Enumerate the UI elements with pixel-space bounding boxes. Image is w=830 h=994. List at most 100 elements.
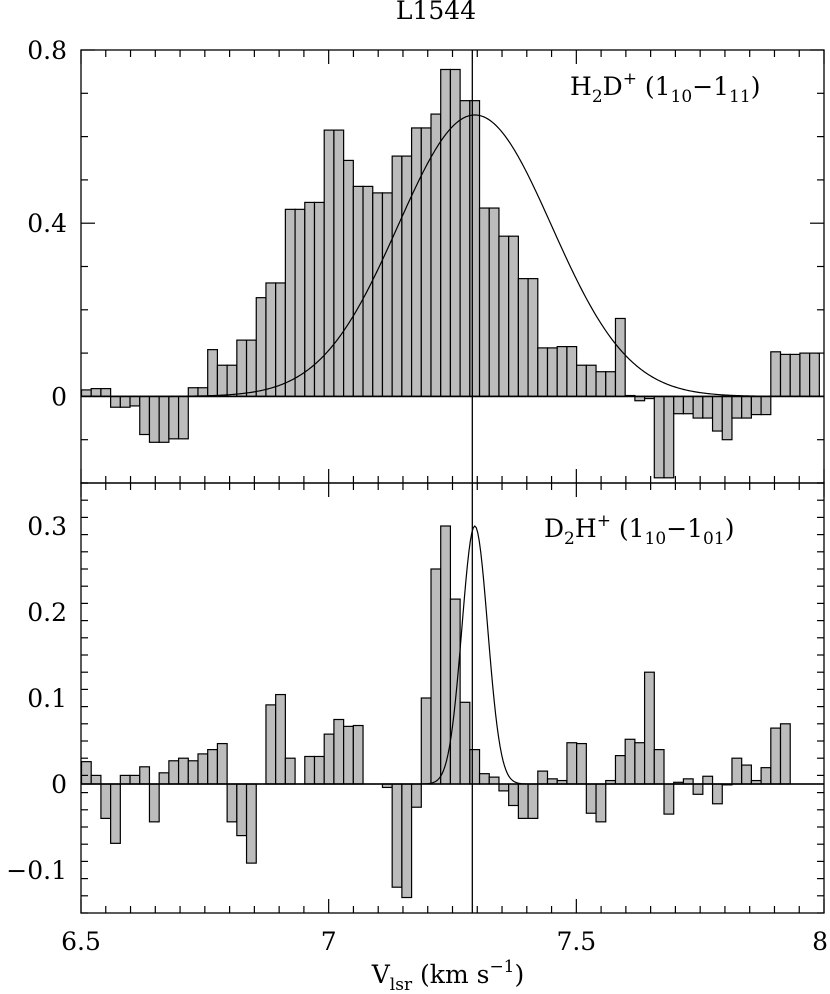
bar-top-27: [343, 159, 354, 397]
bar-top-5: [129, 395, 141, 407]
bar-bottom-40: [469, 748, 481, 785]
ytick-label-bottom-3: 0.2: [27, 598, 67, 627]
bar-top-10: [177, 395, 189, 440]
bar-top-70: [760, 395, 772, 416]
bar-top-42: [488, 207, 500, 397]
bar-top-52: [585, 364, 597, 397]
bar-top-21: [284, 208, 296, 397]
bar-top-61: [673, 395, 685, 415]
bar-top-12: [197, 387, 209, 397]
bar-bottom-25: [323, 733, 335, 785]
bar-top-46: [527, 278, 539, 397]
bar-bottom-20: [275, 693, 286, 785]
bar-bottom-14: [216, 742, 228, 785]
bar-bottom-63: [692, 783, 704, 795]
bar-bottom-21: [284, 757, 296, 785]
bar-top-18: [255, 297, 267, 397]
xtick-label-3: 8: [812, 927, 828, 956]
species-label-bottom: D2H+ (110−101): [544, 511, 734, 549]
bar-top-63: [692, 395, 704, 419]
ytick-label-bottom-1: 0: [51, 770, 67, 799]
bar-top-6: [139, 395, 151, 436]
xtick-label-1: 7: [321, 927, 337, 956]
bar-top-75: [809, 352, 820, 398]
bar-bottom-43: [498, 783, 510, 792]
panel-d2h-plus: −0.1 0 0.1 0.2 0.3 D2H+ (110−101): [6, 482, 825, 914]
xtick-label-2: 7.5: [556, 927, 596, 956]
bar-top-49: [556, 346, 568, 398]
bar-top-74: [799, 352, 811, 398]
bar-bottom-72: [779, 723, 791, 785]
bar-top-35: [420, 127, 432, 397]
bar-top-55: [614, 317, 626, 397]
bar-bottom-13: [207, 748, 219, 785]
bar-top-68: [741, 395, 752, 419]
bar-top-73: [789, 353, 801, 397]
bar-bottom-33: [401, 783, 413, 899]
bar-bottom-23: [304, 755, 316, 785]
bar-top-7: [148, 395, 160, 443]
bar-top-40: [469, 100, 481, 398]
bar-bottom-41: [478, 773, 490, 785]
bar-top-60: [663, 395, 675, 479]
bar-top-32: [391, 155, 403, 398]
bar-bottom-24: [313, 755, 325, 785]
bar-top-43: [498, 235, 510, 398]
bar-bottom-12: [197, 753, 209, 785]
bar-bottom-15: [226, 783, 238, 823]
bar-top-66: [721, 395, 733, 441]
bar-top-59: [653, 395, 665, 479]
bar-bottom-71: [770, 727, 782, 785]
bar-bottom-37: [440, 525, 452, 785]
bar-top-1: [90, 388, 102, 397]
bar-top-33: [401, 155, 413, 398]
chart-title: L1544: [396, 0, 476, 25]
bar-top-9: [168, 395, 180, 440]
bar-bottom-65: [711, 783, 723, 805]
bar-bottom-44: [508, 783, 519, 807]
bar-top-16: [236, 339, 248, 397]
x-tick-labels: 6.5 7 7.5 8: [61, 927, 828, 956]
bar-top-62: [682, 395, 694, 415]
ytick-label-bottom-4: 0.3: [27, 512, 67, 541]
bar-bottom-35: [420, 697, 432, 785]
bar-bottom-47: [537, 770, 549, 785]
bar-bottom-34: [410, 783, 422, 808]
bar-bottom-70: [760, 767, 772, 785]
bar-top-15: [226, 364, 238, 397]
bar-top-51: [576, 364, 587, 397]
bar-bottom-26: [333, 718, 345, 785]
ytick-label-bottom-2: 0.1: [27, 684, 67, 713]
bar-top-8: [158, 395, 170, 443]
bar-top-24: [313, 201, 325, 397]
bar-top-38: [449, 68, 461, 398]
bar-top-47: [537, 347, 549, 397]
histogram-top: [80, 68, 820, 479]
bar-bottom-0: [80, 761, 92, 785]
bar-bottom-57: [634, 742, 646, 785]
bar-bottom-68: [741, 764, 752, 785]
bar-top-65: [711, 395, 723, 432]
bar-top-53: [595, 371, 607, 397]
bar-top-72: [779, 353, 791, 397]
bar-bottom-56: [624, 738, 636, 785]
bar-bottom-2: [100, 783, 112, 820]
bar-top-28: [352, 185, 364, 398]
bar-top-20: [275, 282, 286, 398]
bar-bottom-19: [265, 704, 277, 785]
bar-bottom-6: [139, 766, 151, 785]
ytick-label-top-2: 0.8: [27, 36, 67, 65]
bar-top-37: [440, 68, 452, 398]
bar-top-17: [245, 339, 257, 397]
histogram-bottom: [80, 525, 791, 899]
ytick-label-top-1: 0.4: [27, 209, 67, 238]
ytick-label-top-0: 0: [51, 382, 67, 411]
bar-bottom-60: [663, 783, 675, 815]
bar-bottom-3: [110, 783, 121, 844]
bar-bottom-67: [731, 757, 743, 785]
bar-top-48: [546, 347, 558, 397]
bar-bottom-51: [576, 742, 587, 785]
bar-bottom-4: [119, 774, 131, 785]
bar-top-30: [372, 192, 384, 397]
